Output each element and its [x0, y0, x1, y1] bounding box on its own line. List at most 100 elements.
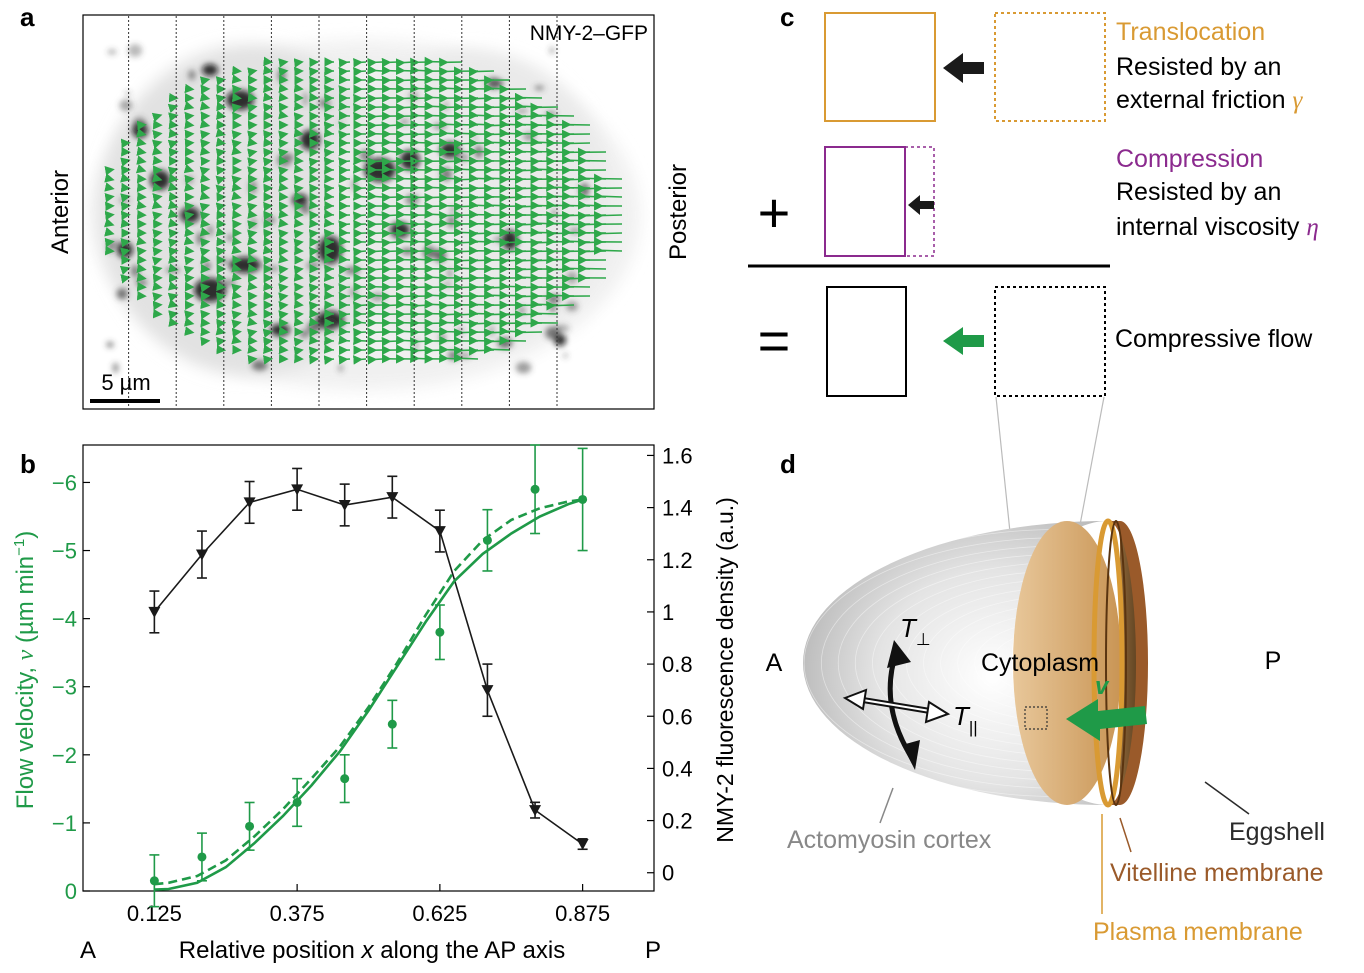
flow-vector: [593, 211, 623, 221]
flow-vector: [263, 236, 274, 247]
flow-vector: [293, 184, 304, 194]
flow-vector: [215, 76, 227, 86]
translocation-desc-2: external friction γ: [1116, 86, 1303, 114]
flow-vector: [593, 228, 623, 239]
flow-vector: [293, 218, 304, 228]
flow-vector: [262, 157, 274, 167]
cortex-contour: [837, 554, 1061, 772]
flow-vector: [308, 335, 319, 345]
flow-vector: [293, 299, 304, 309]
myosin-speck: [515, 108, 529, 114]
flow-vector: [152, 281, 163, 291]
flow-vector: [367, 290, 383, 300]
flow-vector: [278, 229, 289, 239]
myosin-density-point: [243, 497, 256, 509]
flow-vector: [215, 326, 227, 336]
flow-vector: [231, 319, 242, 329]
flow-vector: [183, 101, 195, 111]
flow-vector: [278, 148, 289, 158]
flow-vector: [168, 317, 179, 327]
flow-vector: [424, 129, 447, 140]
flow-vector: [353, 102, 367, 113]
flow-vector: [152, 193, 163, 203]
flow-vector: [338, 309, 351, 320]
flow-vector: [593, 173, 623, 184]
flow-vector: [199, 190, 211, 201]
tension-perp-label: T⊥: [900, 613, 931, 649]
flow-vector: [278, 58, 289, 68]
y-left-tick-label: −5: [52, 539, 77, 564]
flow-vector: [395, 299, 415, 310]
flow-vector: [395, 218, 415, 228]
flow-vector: [395, 58, 415, 68]
flow-vector: [168, 238, 179, 248]
flow-vector: [308, 128, 319, 138]
myosin-speck: [135, 278, 148, 287]
myosin-speck: [119, 99, 133, 112]
translocation-box-before: [824, 12, 936, 122]
flow-vector: [367, 236, 383, 247]
flow-vector: [278, 218, 289, 228]
flow-vector: [278, 310, 289, 320]
myosin-density-point: [433, 526, 446, 538]
compression-arrow: [908, 195, 934, 215]
compression-box-before: [904, 146, 935, 257]
flow-vector: [367, 93, 383, 104]
flow-vector: [278, 166, 289, 176]
flow-vector: [278, 182, 289, 192]
flow-vector: [381, 192, 399, 203]
panel-label-b: b: [20, 449, 36, 479]
myosin-density-point: [148, 606, 161, 618]
flow-vector: [367, 112, 383, 122]
flow-vector: [309, 165, 319, 176]
flow-vector: [247, 157, 258, 167]
myosin-speck: [112, 362, 119, 374]
myosin-speck: [351, 178, 358, 192]
flow-vector: [247, 328, 258, 339]
flow-vector: [308, 157, 319, 167]
flow-vector: [136, 146, 147, 156]
y-right-tick-label: 0.2: [662, 809, 693, 834]
flow-vector: [262, 319, 274, 329]
myosin-speck: [249, 180, 257, 194]
cortex-contour: [854, 562, 1061, 764]
fit-curve-solid: [154, 498, 584, 891]
y-right-tick-label: 1.6: [662, 443, 693, 468]
vitelline-layer: [1108, 521, 1148, 805]
flow-vector: [381, 219, 399, 230]
flow-vector: [167, 182, 179, 192]
flow-vector: [247, 67, 258, 77]
flow-vector: [308, 200, 319, 210]
flow-vector: [167, 200, 179, 210]
flow-vector: [168, 112, 179, 122]
flow-vector: [293, 83, 304, 93]
flow-vector: [136, 155, 147, 165]
flow-vector: [323, 218, 335, 228]
myosin-speck: [263, 216, 276, 224]
vitelline-membrane-label: Vitelline membrane: [1110, 859, 1324, 887]
y-left-tick-label: −3: [52, 675, 77, 700]
flow-vector: [184, 182, 195, 192]
flow-vector: [353, 155, 367, 166]
flow-vector: [151, 199, 163, 210]
flow-vector: [352, 247, 367, 257]
eggshell-leader: [1204, 781, 1250, 815]
flow-vector: [338, 66, 351, 77]
myosin-density-point: [195, 549, 208, 561]
flow-vector: [104, 218, 115, 228]
myosin-speck: [553, 324, 570, 332]
myosin-speck: [450, 206, 455, 212]
flow-vector: [200, 129, 211, 140]
flow-vector: [353, 291, 367, 302]
flow-velocity-point: [530, 484, 540, 494]
flow-vector: [309, 75, 319, 86]
flow-vector: [215, 110, 227, 120]
plot-axes: 0.125 0.375 0.625 0.8750−1−2−3−4−5−600.20.4…: [52, 443, 693, 926]
flow-vector: [353, 335, 367, 346]
flow-vector: [104, 166, 115, 176]
flow-vector: [367, 120, 383, 131]
y-right-tick-label: 0.8: [662, 652, 693, 677]
myosin-speck: [473, 134, 478, 142]
flow-vector: [199, 119, 211, 129]
ap-bin-dividers: [128, 16, 558, 408]
